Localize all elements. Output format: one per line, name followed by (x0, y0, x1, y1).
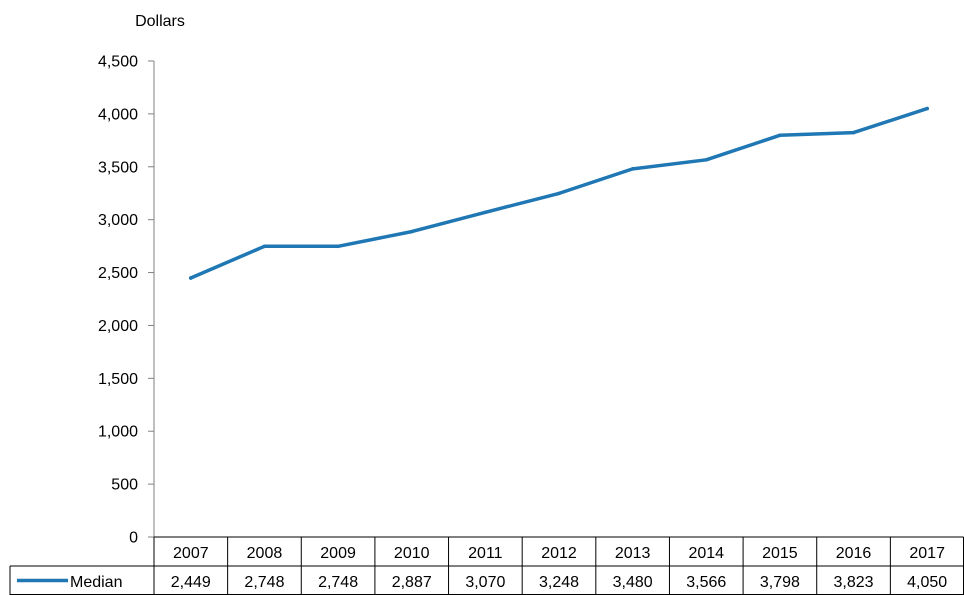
data-label: 2,887 (392, 574, 432, 591)
y-tick-label: 4,000 (98, 106, 138, 123)
x-tick-label: 2008 (247, 545, 283, 562)
data-label: 2,449 (171, 574, 211, 591)
y-tick-label: 2,000 (98, 318, 138, 335)
x-tick-label: 2014 (688, 545, 724, 562)
x-tick-label: 2007 (173, 545, 209, 562)
data-point (630, 167, 635, 171)
data-label: 3,823 (834, 574, 874, 591)
x-tick-label: 2010 (394, 545, 430, 562)
x-tick-label: 2017 (909, 545, 945, 562)
y-tick-label: 4,500 (98, 54, 138, 71)
data-point (557, 191, 561, 196)
y-tick-label: 2,500 (98, 265, 138, 282)
y-tick-label: 3,000 (98, 212, 138, 229)
data-point (409, 229, 414, 234)
x-tick-label: 2012 (541, 545, 577, 562)
data-point (483, 210, 488, 215)
x-tick-label: 2015 (762, 545, 798, 562)
y-tick-label: 500 (111, 477, 138, 494)
x-tick-label: 2011 (468, 545, 503, 562)
x-tick-label: 2016 (836, 545, 872, 562)
x-tick-label: 2009 (320, 545, 356, 562)
data-point (778, 133, 782, 138)
data-label: 2,748 (318, 574, 358, 591)
data-label: 3,798 (760, 574, 800, 591)
data-point (851, 130, 856, 135)
y-tick-label: 0 (129, 530, 138, 547)
data-label: 3,070 (465, 574, 505, 591)
y-axis: 0 500 1,000 1,500 2,000 2,500 3,000 3,500 4,000 4… (98, 54, 155, 547)
data-table: 2007 2008 2009 2010 2011 2012 2013 2014 2015 2016… (9, 536, 964, 595)
y-tick-label: 1,500 (98, 371, 138, 388)
data-label: 2,748 (244, 574, 284, 591)
y-tick-label: 3,500 (98, 159, 138, 176)
data-label: 3,566 (686, 574, 726, 591)
y-axis-label: Dollars (135, 13, 185, 30)
data-point (262, 244, 267, 249)
data-point (925, 106, 929, 111)
x-tick-label: 2013 (615, 545, 651, 562)
series-name-label: Median (70, 574, 122, 591)
data-label: 3,248 (539, 574, 579, 591)
data-point (189, 276, 193, 280)
data-label: 4,050 (907, 574, 947, 591)
plot-area (189, 106, 929, 280)
data-point (704, 157, 709, 162)
data-point (336, 244, 340, 249)
y-tick-label: 1,000 (98, 424, 138, 441)
data-label: 3,480 (613, 574, 653, 591)
